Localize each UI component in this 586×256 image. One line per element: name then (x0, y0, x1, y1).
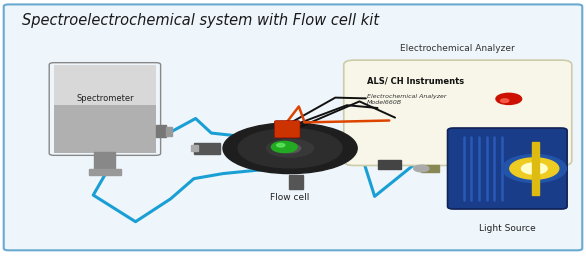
FancyBboxPatch shape (54, 105, 156, 153)
FancyBboxPatch shape (4, 4, 582, 250)
Bar (194, 143, 220, 154)
Text: Spectrometer: Spectrometer (76, 94, 134, 103)
Text: Electrochemical Analyzer
Model660B: Electrochemical Analyzer Model660B (367, 94, 447, 105)
Ellipse shape (267, 140, 314, 157)
Bar (515, 160, 538, 169)
Circle shape (502, 155, 567, 183)
Bar (166, 127, 172, 136)
FancyBboxPatch shape (274, 121, 300, 138)
Bar (88, 169, 121, 175)
Ellipse shape (238, 129, 342, 168)
Bar (289, 175, 303, 189)
Ellipse shape (223, 123, 357, 174)
Circle shape (510, 158, 559, 179)
Bar (532, 142, 539, 195)
Circle shape (280, 144, 301, 153)
Text: Flow cell: Flow cell (270, 193, 310, 201)
Text: Light Source: Light Source (479, 224, 536, 233)
Text: ALS/ CH Instruments: ALS/ CH Instruments (367, 76, 464, 85)
Circle shape (414, 165, 429, 172)
Bar (94, 152, 115, 171)
Circle shape (500, 99, 509, 102)
Circle shape (496, 93, 522, 104)
Circle shape (522, 163, 547, 174)
Circle shape (271, 141, 297, 153)
Bar (377, 160, 401, 169)
FancyBboxPatch shape (54, 65, 156, 105)
Text: Spectroelectrochemical system with Flow cell kit: Spectroelectrochemical system with Flow … (22, 13, 379, 28)
FancyBboxPatch shape (344, 60, 572, 165)
Text: Electrochemical Analyzer: Electrochemical Analyzer (400, 44, 515, 53)
Bar (191, 145, 198, 151)
Bar (421, 165, 439, 172)
FancyBboxPatch shape (448, 128, 567, 209)
Bar (156, 125, 166, 137)
Circle shape (277, 143, 285, 147)
